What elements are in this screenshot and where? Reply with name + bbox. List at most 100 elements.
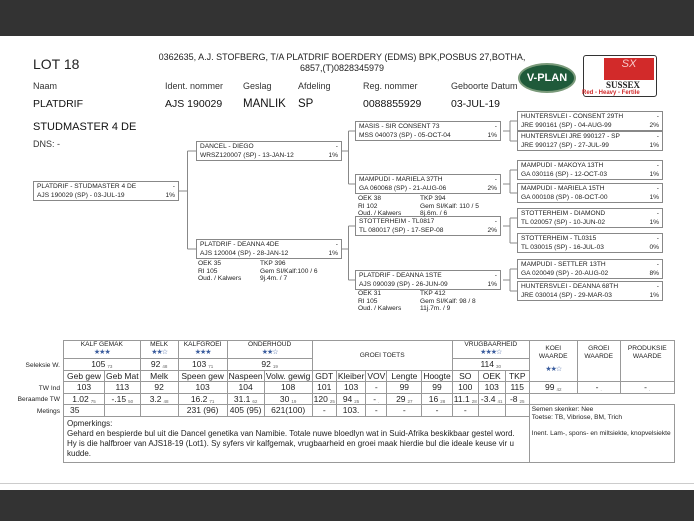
seleksie-value: 92 19: [226, 358, 313, 371]
pedigree-pct: 1%: [649, 219, 659, 226]
pedigree-name: MAMPUDI - SETTLER 13TH: [521, 261, 606, 268]
pedigree-box[interactable]: PLATDRIF - DEANNA 1STE - AJS 090039 (SP) -…: [355, 270, 501, 290]
column-header: Geb gew: [63, 369, 105, 382]
value: -.15: [111, 393, 127, 404]
pedigree-box[interactable]: MASIS - SIR CONSENT 73 - MSS 040073 (SP) -…: [355, 121, 501, 141]
field-value: SP: [298, 98, 314, 110]
pedigree-mark: -: [656, 235, 659, 242]
pedigree-box[interactable]: HUNTERSVLEI JRE 990127 - SP - JRE 990127 (…: [517, 131, 663, 151]
ri: RI 105: [198, 267, 218, 275]
waarde-value: -.: [576, 381, 621, 394]
reliability: 25: [329, 398, 335, 404]
beraamde-tw-value: 3.2 48: [139, 392, 179, 405]
group-header: GROEI WAARDE: [576, 340, 621, 382]
seleksie-value: 114 30: [451, 358, 530, 371]
vplan-text: V-PLAN: [526, 72, 568, 84]
pedigree-box[interactable]: DANCEL - DIEGO - WRSZ120007 (SP) - 13-JAN-…: [196, 141, 342, 161]
pedigree-box[interactable]: MAMPUDI - SETTLER 13TH - GA 020049 (SP) - …: [517, 259, 663, 279]
pedigree-box[interactable]: HUNTERSVLEI - CONSENT 29TH - JRE 990161 (S…: [517, 111, 663, 131]
pedigree-box[interactable]: STOTTERHEIM - TL0315 - TL 030015 (SP) - 16…: [517, 233, 663, 253]
field-label: Ident. nommer: [165, 81, 224, 91]
pedigree-box[interactable]: PLATDRIF - STUDMASTER 4 DE - AJS 190029 (S…: [33, 181, 179, 201]
value: 3.2: [149, 393, 162, 404]
value: -: [595, 382, 599, 393]
reliability: 48: [162, 364, 168, 370]
pedigree-box[interactable]: STOTTERHEIM - TL0817 - TL 080017 (SP) - 17…: [355, 216, 501, 236]
semen-donor: Semen skenker: Nee: [531, 406, 594, 413]
pedigree-pct: 1%: [649, 171, 659, 178]
seleksie-value: 105 73: [63, 358, 141, 371]
waarde-value: 99 42: [528, 381, 578, 394]
group-header: KOEI WAARDE ★★☆: [528, 340, 578, 382]
column-header: Geb Mat: [104, 369, 141, 382]
pedigree-box[interactable]: MAMPUDI - MARIELA 15TH - GA 000108 (SP) - …: [517, 183, 663, 203]
reliability: .: [378, 398, 380, 404]
value: 29: [396, 393, 406, 404]
gem-si-kalf: Gem SI/Kalf: 110 / 5: [420, 202, 479, 210]
remarks-text: Gehard en bespierde bul uit die Dancel g…: [67, 428, 515, 458]
pedigree-box[interactable]: HUNTERSVLEI - DEANNA 68TH - JRE 030014 (SP…: [517, 281, 663, 301]
value: 1.02: [72, 393, 89, 404]
beraamde-tw-value: 120 25: [311, 392, 337, 405]
row-label: Seleksie W.: [25, 362, 60, 369]
value: 114: [480, 359, 494, 370]
pedigree-pct: 1%: [165, 192, 175, 199]
field-label: Geboorte Datum: [451, 81, 518, 91]
pedigree-pct: 1%: [487, 281, 497, 288]
gem-si-kalf: Gem SI/Kalf: 98 / 8: [420, 297, 476, 305]
reliability: 71: [208, 364, 214, 370]
pedigree-pct: 1%: [328, 250, 338, 257]
tw-ind-value: 115: [504, 381, 530, 394]
group-label: PRODUKSIE WAARDE: [627, 345, 667, 360]
oud-kalwers-label: Oud. / Kalwers: [198, 275, 242, 282]
pedigree-name: MASIS - SIR CONSENT 73: [359, 123, 440, 130]
group-header: ONDERHOUD ★★☆: [226, 340, 313, 359]
column-header: Lengte: [386, 369, 423, 382]
pedigree-id: AJS 120004 (SP) - 28-JAN-12: [200, 250, 289, 257]
value: 31.1: [233, 393, 251, 404]
group-header: PRODUKSIE WAARDE: [619, 340, 675, 382]
pedigree-name: HUNTERSVLEI JRE 990127 - SP: [521, 133, 620, 140]
column-header: Volw. gewig: [263, 369, 313, 382]
pedigree-box[interactable]: PLATDRIF - DEANNA 4DE - AJS 120004 (SP) - …: [196, 239, 342, 259]
group-header: MELK ★★☆: [139, 340, 179, 359]
pedigree-pct: 2%: [487, 185, 497, 192]
reliability: 28: [471, 398, 477, 404]
value: -: [373, 393, 377, 404]
metings-value: 231 (96): [177, 404, 228, 417]
column-header: SO: [451, 369, 479, 382]
tw-ind-value: 103: [177, 381, 228, 394]
reliability: 73: [107, 364, 113, 370]
vaccinations: Inent. Lam-, spons- en miltsiekte, knopv…: [531, 430, 671, 437]
group-header: GROEI TOETS: [311, 340, 453, 371]
owner-line-2: 6857,(T)0828345979: [299, 63, 385, 73]
pedigree-pct: 1%: [649, 142, 659, 149]
pedigree-box[interactable]: STOTTERHEIM - DIAMOND - TL 020057 (SP) - 1…: [517, 208, 663, 228]
pedigree-id: TL 080017 (SP) - 17-SEP-08: [359, 227, 444, 234]
oek: OEK 35: [198, 260, 222, 267]
waarde-value: -.: [619, 381, 675, 394]
pedigree-box[interactable]: MAMPUDI - MAKOYA 13TH - GA 030116 (SP) - 1…: [517, 160, 663, 180]
group-label: KALF GEMAK: [80, 341, 123, 349]
sussex-text: SUSSEX: [606, 80, 641, 90]
remarks: Opmerkings: Gehard en bespierde bul uit d…: [63, 415, 530, 463]
health-info: Semen skenker: Nee Toetse: TB, Vibriose, …: [528, 404, 675, 463]
pedigree-pct: 1%: [328, 152, 338, 159]
reliability: 25: [519, 398, 525, 404]
value: -: [644, 382, 648, 393]
pedigree-id: GA 020049 (SP) - 20-AUG-02: [521, 270, 609, 277]
beraamde-tw-value: -.: [365, 392, 388, 405]
pedigree-mark: -: [656, 133, 659, 140]
pedigree-box[interactable]: MAMPUDI - MARIELA 37TH - GA 060068 (SP) - …: [355, 174, 501, 194]
reliability: 71: [209, 398, 215, 404]
cow-info: OEK 31 TKP 412 RI 105 Gem SI/Kalf: 98 / 8 Ou…: [358, 290, 490, 313]
pedigree-mark: -: [656, 283, 659, 290]
tw-ind-value: 108: [263, 381, 313, 394]
sussex-logo: SX SUSSEX Red - Heavy - Fertile: [582, 55, 657, 97]
pedigree-name: PLATDRIF - DEANNA 1STE: [359, 272, 442, 279]
oek: OEK 31: [358, 290, 382, 297]
pedigree-pct: 2%: [649, 122, 659, 129]
beraamde-tw-value: 16.2 71: [177, 392, 228, 405]
value: 120: [313, 393, 328, 404]
beraamde-tw-value: 31.1 62: [226, 392, 265, 405]
